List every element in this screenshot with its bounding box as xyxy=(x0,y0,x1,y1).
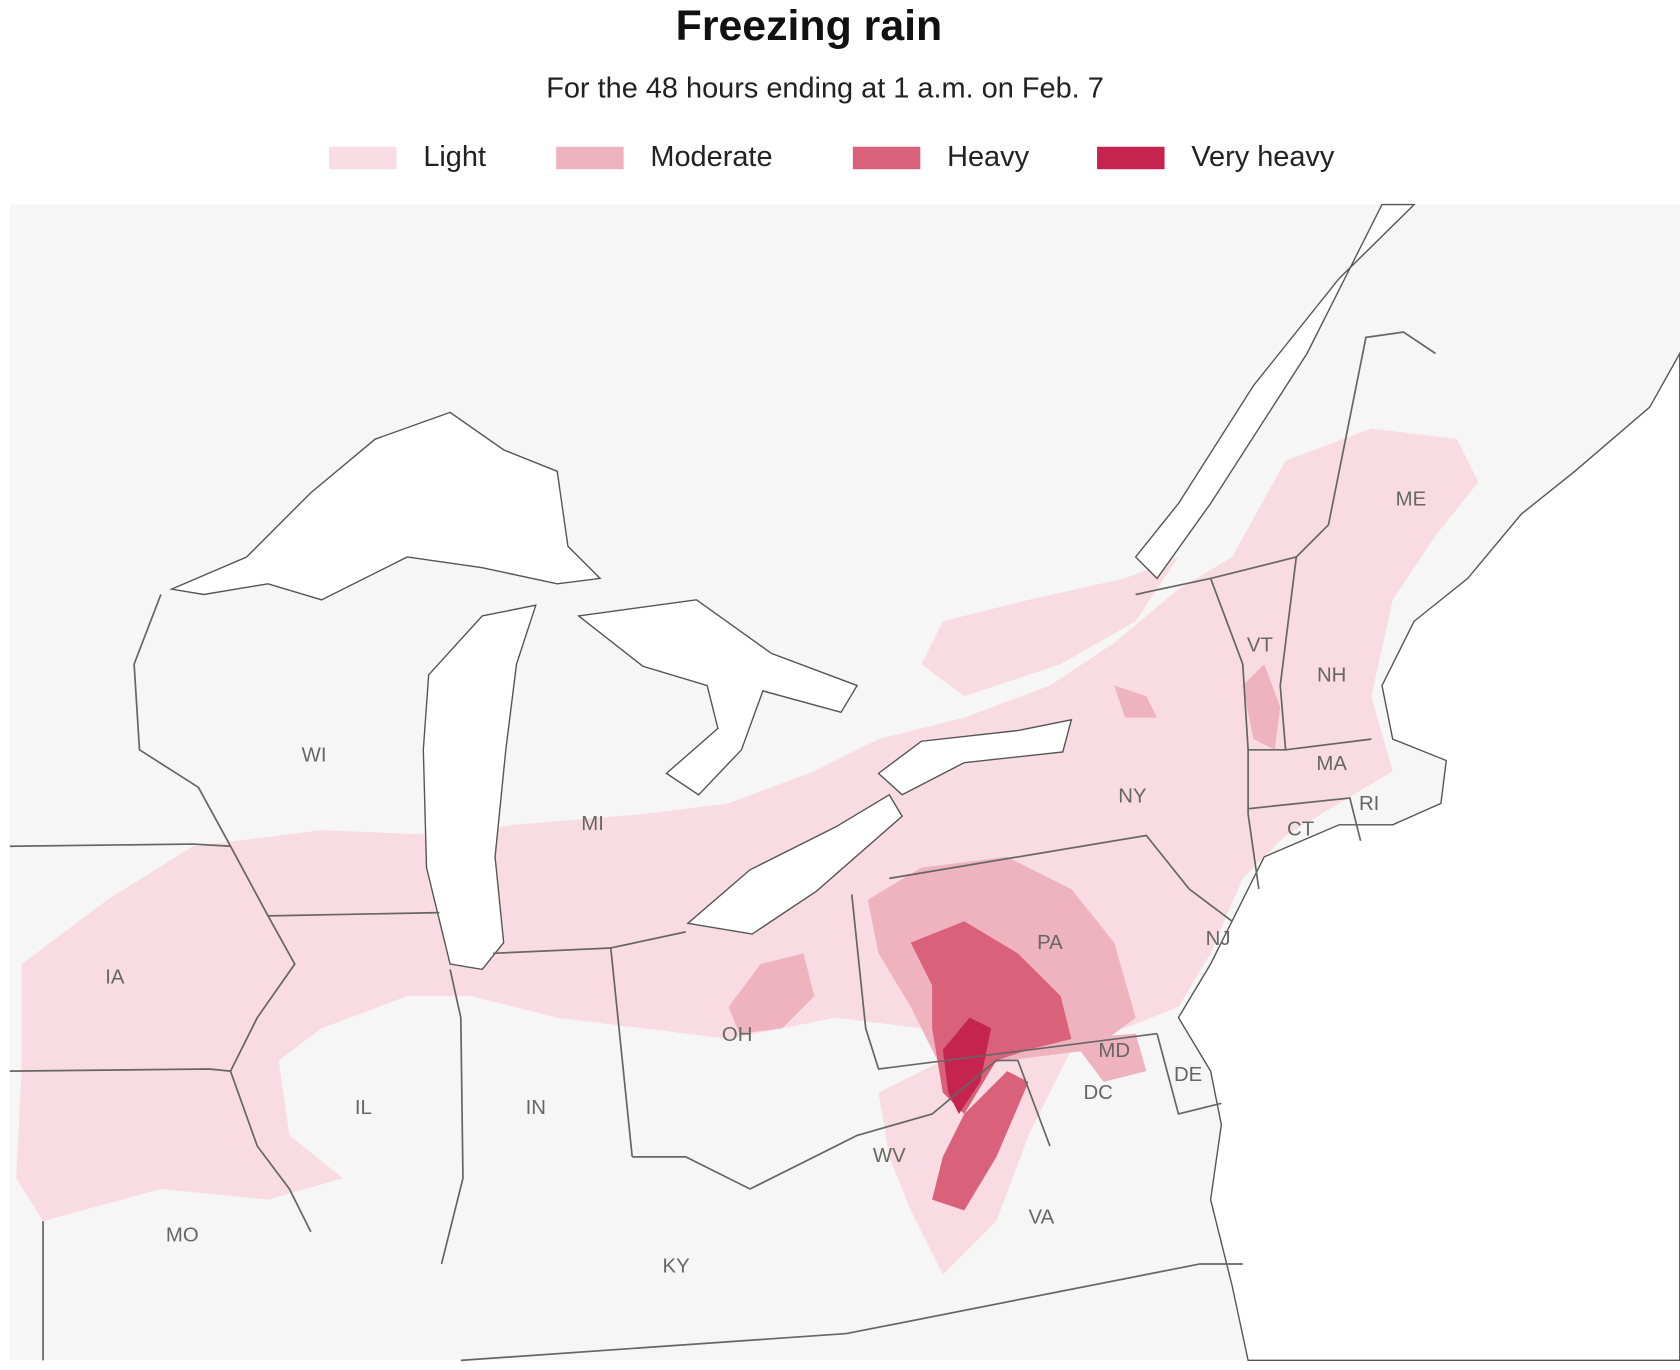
state-label: IA xyxy=(105,966,125,988)
state-label: IL xyxy=(355,1097,372,1119)
precipitation xyxy=(16,428,1479,1275)
state-label: DC xyxy=(1083,1082,1112,1104)
state-label: NY xyxy=(1118,785,1147,807)
state-label: WV xyxy=(873,1145,906,1167)
state-label: VT xyxy=(1247,634,1273,656)
state-label: MO xyxy=(166,1224,199,1246)
map xyxy=(9,203,1680,1362)
legend: Light Moderate Heavy Very heavy xyxy=(329,141,1335,173)
title: Freezing rain xyxy=(676,2,943,50)
legend-swatch xyxy=(556,146,624,170)
legend-label: Very heavy xyxy=(1191,141,1335,173)
legend-label: Light xyxy=(423,141,486,173)
precip-area xyxy=(1242,664,1281,750)
state-label: ME xyxy=(1396,489,1427,511)
state-label: NJ xyxy=(1206,928,1231,950)
state-labels: ME VT NH MA NY CT RI WI MI PA NJ IA OH M… xyxy=(105,489,1426,1278)
legend-label: Heavy xyxy=(947,141,1029,173)
state-label: MD xyxy=(1098,1040,1130,1062)
state-label: IN xyxy=(526,1097,546,1119)
legend-swatch xyxy=(329,146,397,170)
water xyxy=(169,203,1680,1362)
state-label: OH xyxy=(722,1024,753,1046)
legend-swatch xyxy=(1097,146,1165,170)
state-label: MI xyxy=(581,813,604,835)
precip-area xyxy=(942,1017,992,1114)
subtitle: For the 48 hours ending at 1 a.m. on Feb… xyxy=(546,73,1104,105)
state-label: WI xyxy=(302,745,327,767)
precip-area xyxy=(932,1071,1029,1211)
state-label: PA xyxy=(1037,932,1063,954)
state-label: KY xyxy=(663,1256,691,1278)
legend-label: Moderate xyxy=(650,141,772,173)
state-label: VA xyxy=(1029,1206,1055,1228)
state-label: RI xyxy=(1359,793,1379,815)
state-label: CT xyxy=(1287,819,1314,841)
state-label: NH xyxy=(1317,664,1346,686)
state-label: DE xyxy=(1174,1064,1202,1086)
precip-area xyxy=(921,556,1179,697)
state-borders xyxy=(9,331,1437,1362)
precip-area xyxy=(728,953,815,1034)
precip-area xyxy=(1071,1033,1147,1082)
legend-swatch xyxy=(852,146,921,170)
precip-area xyxy=(1114,685,1158,718)
state-label: MA xyxy=(1316,753,1347,775)
